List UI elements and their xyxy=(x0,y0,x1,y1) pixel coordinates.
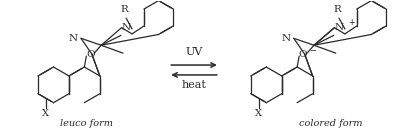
Text: O: O xyxy=(86,50,95,59)
Text: heat: heat xyxy=(182,80,206,90)
Text: R: R xyxy=(333,5,341,14)
Text: N: N xyxy=(335,23,344,32)
Text: N: N xyxy=(122,23,131,32)
Text: X: X xyxy=(42,109,49,118)
Text: N: N xyxy=(69,34,78,43)
Text: leuco form: leuco form xyxy=(60,119,113,128)
Text: O: O xyxy=(299,50,308,59)
Text: +: + xyxy=(348,18,354,27)
Text: −: − xyxy=(309,46,316,55)
Text: colored form: colored form xyxy=(299,119,362,128)
Text: X: X xyxy=(255,109,262,118)
Text: R: R xyxy=(120,5,128,14)
Text: N: N xyxy=(282,34,291,43)
Text: UV: UV xyxy=(186,47,203,57)
